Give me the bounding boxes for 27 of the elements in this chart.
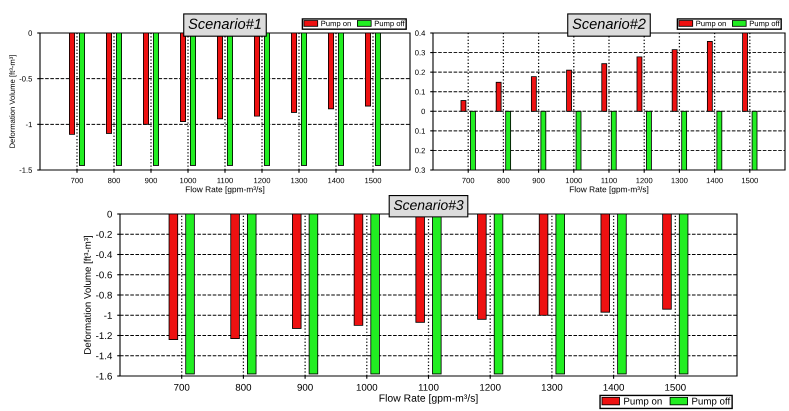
y-tick-label: -0.4 [96,251,112,258]
x-tick-label: 900 [297,384,313,391]
x-tick-label: 1100 [418,384,439,391]
y-tick-label: -1.4 [96,352,112,360]
x-axis-title: Flow Rate [gpm-m³/s] [570,186,648,194]
x-tick-label: 1000 [356,384,378,391]
chart-title: Scenario#2 [572,18,646,29]
y-tick-label: -0.6 [96,271,112,278]
chart-title: Scenario#3 [394,200,464,210]
x-tick-label: 800 [236,384,252,391]
chart-title: Scenario#1 [188,18,261,29]
y-tick-label: -1.2 [96,332,112,340]
x-axis-title: Flow Rate [gpm-m³/s] [380,394,478,404]
x-tick-label: 1500 [665,384,686,391]
y-tick-label: -1 [104,312,112,319]
y-tick-label: -0.2 [96,230,112,238]
legend-label: Pump off [692,397,730,406]
x-tick-label: 700 [174,384,190,391]
y-tick-label: 0 [107,210,112,218]
x-tick-label: 1300 [542,384,562,391]
x-tick-label: 1200 [480,384,501,391]
y-tick-label: -0.8 [96,292,112,299]
x-axis-title: Flow Rate [gpm-m³/s] [186,186,264,194]
y-tick-label: -1.6 [96,372,112,380]
y-axis-title: Deformation Volume [ft³-m³] [84,236,93,354]
legend-label: Pump on [624,398,662,406]
x-tick-label: 1400 [604,384,624,391]
